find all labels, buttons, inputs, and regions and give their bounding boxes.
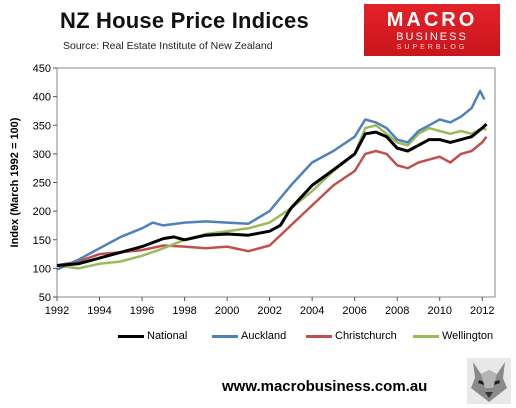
legend-swatch: [212, 334, 238, 338]
series-line-christchurch: [56, 135, 488, 267]
y-tick-label: 150: [33, 235, 51, 247]
legend-item-christchurch: Christchurch: [306, 330, 397, 342]
macrobusiness-logo: MACRO BUSINESS SUPERBLOG: [364, 4, 500, 56]
y-tick-label: 250: [33, 178, 51, 190]
chart-title: NZ House Price Indices: [60, 8, 309, 33]
logo-line-1: MACRO: [386, 9, 478, 31]
x-tick-label: 1992: [45, 305, 69, 317]
series-line-national: [56, 123, 488, 267]
chart-subtitle: Source: Real Estate Institute of New Zea…: [63, 40, 273, 52]
plot-area: [56, 67, 496, 298]
legend-label: Auckland: [241, 330, 287, 342]
legend-label: Wellington: [442, 330, 494, 342]
x-tick-label: 1998: [172, 305, 196, 317]
y-axis-label: Index (March 1992 = 100): [9, 117, 21, 247]
series-line-auckland: [56, 89, 486, 271]
legend-label: Christchurch: [335, 330, 397, 342]
x-tick-label: 2010: [427, 305, 451, 317]
x-tick-label: 2002: [257, 305, 281, 317]
wolf-icon: [467, 358, 511, 404]
y-tick-label: 400: [33, 92, 51, 104]
logo-line-2: BUSINESS: [396, 31, 468, 43]
x-tick-label: 1996: [130, 305, 154, 317]
x-tick-label: 2008: [385, 305, 409, 317]
logo-line-3: SUPERBLOG: [396, 44, 468, 51]
y-tick-label: 350: [33, 120, 51, 132]
x-tick-label: 2004: [300, 305, 324, 317]
legend-item-auckland: Auckland: [212, 330, 286, 342]
y-tick-label: 50: [39, 292, 51, 304]
legend-item-national: National: [118, 330, 187, 342]
x-tick-label: 2012: [470, 305, 494, 317]
x-tick-label: 2006: [342, 305, 366, 317]
y-tick-label: 200: [33, 206, 51, 218]
y-tick-label: 100: [33, 263, 51, 275]
series-line-wellington: [56, 124, 487, 270]
legend-swatch: [306, 334, 332, 338]
legend-swatch: [118, 334, 144, 338]
legend-swatch: [413, 334, 439, 338]
x-tick-label: 1994: [87, 305, 111, 317]
legend-item-wellington: Wellington: [413, 330, 493, 342]
y-tick-label: 300: [33, 149, 51, 161]
site-url: www.macrobusiness.com.au: [222, 378, 428, 395]
legend-label: National: [147, 330, 188, 342]
y-tick-label: 450: [33, 63, 51, 75]
x-tick-label: 2000: [215, 305, 239, 317]
